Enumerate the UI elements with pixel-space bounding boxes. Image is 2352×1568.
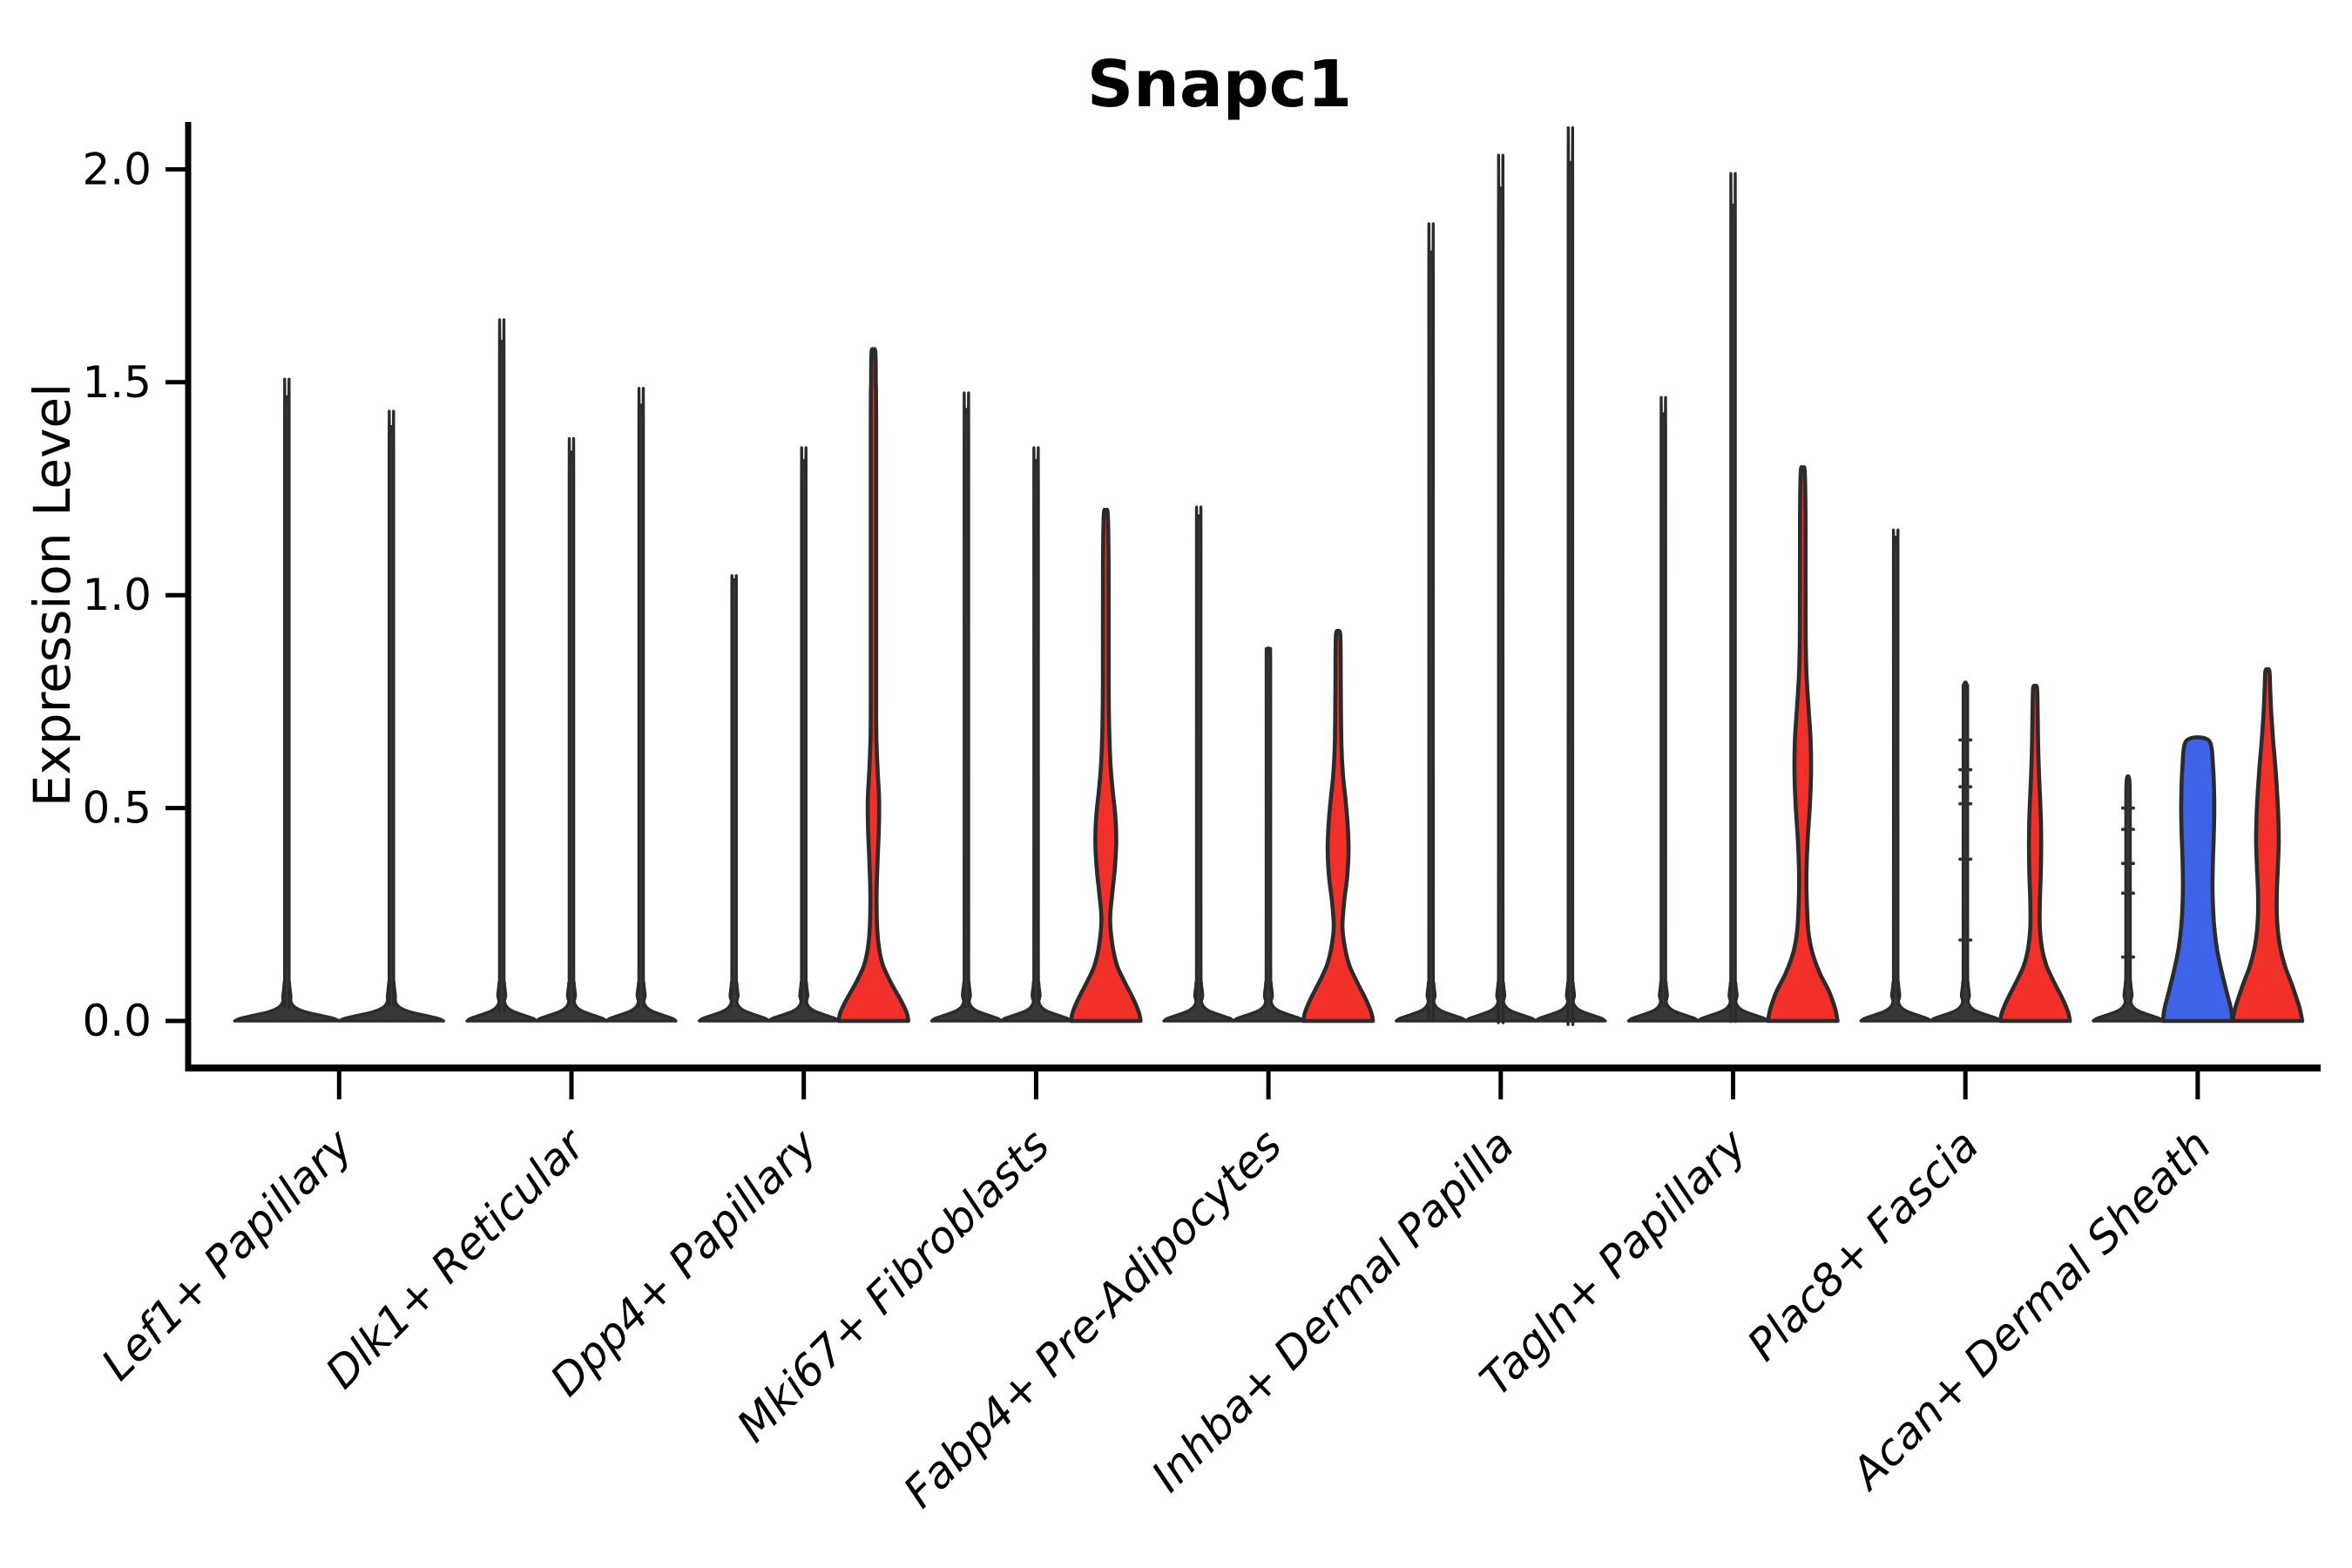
violin-red bbox=[2230, 666, 2305, 1024]
y-tick-label: 1.0 bbox=[82, 570, 152, 620]
y-axis-label: Expression Level bbox=[23, 383, 82, 807]
data-point-tick bbox=[1958, 785, 1973, 788]
data-point-tick bbox=[2120, 862, 2135, 865]
violin-dark bbox=[999, 446, 1073, 1023]
y-tick-label: 1.5 bbox=[82, 357, 152, 408]
violin-blue bbox=[2160, 735, 2235, 1024]
violin-red bbox=[1069, 507, 1143, 1024]
violin-dark bbox=[1929, 680, 2002, 1023]
violin-dark bbox=[1162, 505, 1235, 1023]
violin-red bbox=[1301, 628, 1375, 1024]
violin-layer bbox=[233, 126, 2305, 1026]
violin-dark bbox=[767, 446, 841, 1023]
violin-dark bbox=[1859, 528, 1932, 1023]
violin-dark bbox=[535, 436, 608, 1023]
violin-dark bbox=[1626, 395, 1700, 1023]
violin-red bbox=[1766, 465, 1840, 1024]
data-point-tick bbox=[2120, 891, 2135, 896]
data-point-tick bbox=[1958, 938, 1973, 942]
y-tick-label: 0.0 bbox=[82, 996, 152, 1046]
violin-dark bbox=[605, 387, 678, 1023]
violin-dark bbox=[2092, 774, 2165, 1023]
violin-dark bbox=[929, 391, 1004, 1023]
data-point-tick bbox=[1958, 767, 1973, 772]
data-point-tick bbox=[2120, 806, 2135, 810]
violin-dark bbox=[1395, 222, 1468, 1023]
violin-dark bbox=[337, 409, 445, 1023]
data-point-tick bbox=[2120, 955, 2135, 959]
violin-dark bbox=[233, 377, 341, 1023]
violin-dark bbox=[465, 318, 538, 1023]
y-tick-label: 2.0 bbox=[82, 144, 152, 194]
data-point-tick bbox=[2120, 828, 2135, 831]
violin-dark bbox=[1696, 172, 1770, 1024]
data-point-tick bbox=[1958, 738, 1973, 742]
violin-dark bbox=[1464, 153, 1538, 1024]
violin-red bbox=[1997, 683, 2072, 1024]
violin-red bbox=[836, 347, 910, 1024]
violin-dark bbox=[1232, 646, 1305, 1023]
violin-dark bbox=[698, 574, 771, 1023]
violin-dark bbox=[1534, 126, 1607, 1026]
chart-title: Snapc1 bbox=[1087, 47, 1352, 122]
y-tick-label: 0.5 bbox=[82, 783, 152, 834]
data-point-tick bbox=[1958, 857, 1973, 862]
data-point-tick bbox=[1958, 801, 1973, 806]
